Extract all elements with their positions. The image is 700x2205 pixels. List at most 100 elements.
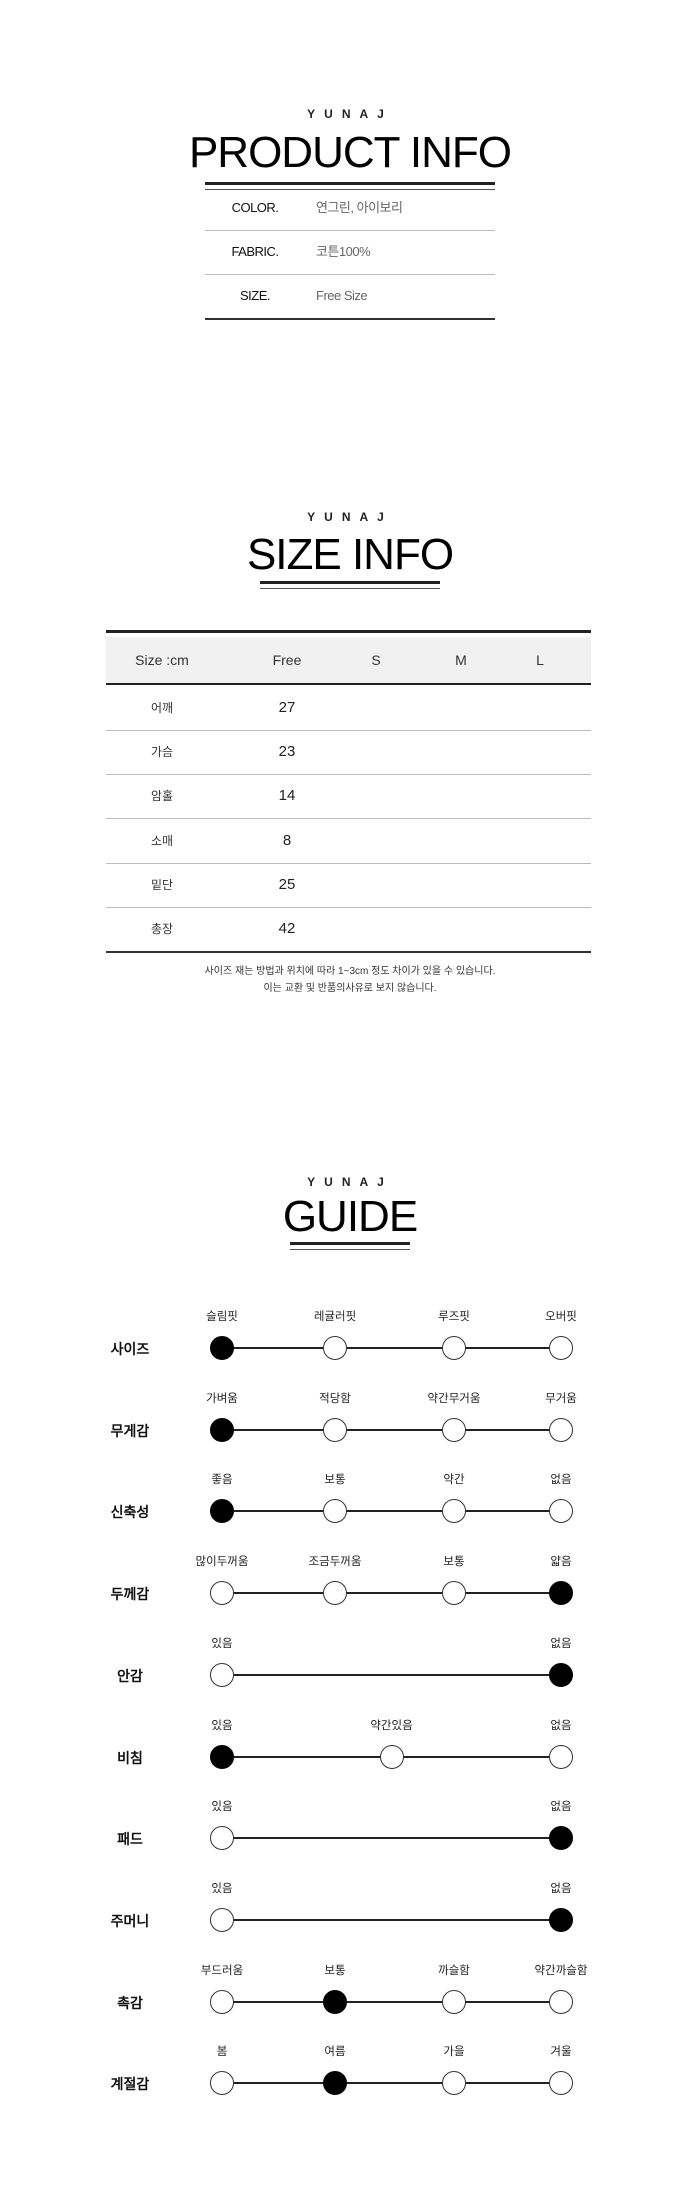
- header-free: Free: [272, 652, 302, 668]
- measurement-value: 42: [278, 920, 296, 937]
- guide-dot-selected: [323, 1989, 347, 2014]
- guide-row-label: 촉감: [117, 1994, 143, 2011]
- guide-option-label: 까슬함: [438, 1964, 470, 1977]
- guide-option-label: 봄: [216, 2046, 228, 2059]
- guide-dot: [210, 1907, 234, 1932]
- size-table-row: 소매 8: [106, 819, 591, 864]
- guide-scale-line: [222, 1510, 561, 1513]
- row-value: 코튼100%: [316, 244, 371, 259]
- guide-dot: [323, 1499, 347, 1524]
- measurement-label: 소매: [150, 833, 174, 848]
- guide-option-label: 부드러움: [200, 1964, 244, 1977]
- guide-dot-selected: [210, 1336, 234, 1360]
- guide-option-label: 보통: [324, 1964, 346, 1977]
- guide-dot: [210, 1662, 234, 1687]
- guide-row-label: 신축성: [110, 1504, 150, 1521]
- guide-option-label: 많이두꺼움: [195, 1556, 249, 1569]
- product-info-row-fabric: FABRIC. 코튼100%: [205, 230, 495, 275]
- guide-option-label: 적당함: [319, 1392, 351, 1405]
- size-table-header: Size :cm Free S M L: [106, 637, 591, 685]
- guide-dot: [549, 2071, 573, 2096]
- title-divider: [205, 182, 495, 185]
- guide-dot: [442, 1581, 466, 1606]
- guide-option-label: 약간있음: [370, 1719, 413, 1732]
- measurement-label: 가슴: [150, 745, 174, 760]
- guide-dot-selected: [549, 1826, 573, 1851]
- guide-option-label: 보통: [324, 1474, 346, 1487]
- guide-option-label: 좋음: [211, 1474, 233, 1487]
- table-top-border: [106, 630, 591, 633]
- guide-dot: [549, 1499, 573, 1524]
- size-table-row: 가슴 23: [106, 730, 591, 776]
- measurement-label: 밑단: [150, 877, 174, 892]
- guide-dot-selected: [210, 1744, 234, 1769]
- guide-dot: [442, 1989, 466, 2014]
- header-s: S: [371, 652, 381, 668]
- title-divider: [260, 581, 440, 584]
- row-value: Free Size: [316, 288, 368, 303]
- guide-row-label: 비침: [117, 1749, 143, 1766]
- guide-option-label: 무거움: [545, 1392, 577, 1405]
- guide-dot: [549, 1417, 573, 1442]
- guide-option-label: 없음: [550, 1719, 572, 1732]
- guide-option-label: 있음: [211, 1719, 233, 1732]
- title-divider: [260, 588, 440, 589]
- measurement-value: 23: [278, 743, 296, 761]
- product-info-title: PRODUCT INFO: [188, 128, 512, 177]
- measurement-value: 14: [278, 787, 296, 805]
- header-l: L: [536, 652, 544, 668]
- title-divider: [290, 1249, 410, 1250]
- brand-label: YUNAJ: [307, 510, 393, 524]
- row-label: FABRIC.: [231, 244, 279, 259]
- guide-option-label: 가벼움: [206, 1392, 238, 1405]
- guide-dot: [442, 1336, 466, 1360]
- guide-option-label: 조금두꺼움: [308, 1556, 362, 1569]
- guide-option-label: 오버핏: [545, 1311, 577, 1323]
- brand-label: YUNAJ: [307, 1175, 393, 1189]
- guide-option-label: 루즈핏: [438, 1311, 470, 1323]
- guide-scale-line: [222, 1837, 561, 1840]
- guide-option-label: 없음: [550, 1474, 572, 1487]
- guide-dot-selected: [549, 1907, 573, 1932]
- guide-option-label: 없음: [550, 1801, 572, 1814]
- size-note-line-2: 이는 교환 및 반품의사유로 보지 않습니다.: [263, 983, 437, 994]
- guide-dot-selected: [323, 2071, 347, 2096]
- guide-dot: [210, 1581, 234, 1606]
- size-table-row: 총장 42: [106, 907, 591, 953]
- guide-option-label: 슬림핏: [206, 1311, 238, 1323]
- guide-scale-line: [222, 1673, 561, 1676]
- size-table-row: 밑단 25: [106, 863, 591, 908]
- guide-row-label: 계절감: [110, 2076, 150, 2093]
- guide-dot: [323, 1336, 347, 1360]
- product-info-row-size: SIZE. Free Size: [205, 274, 495, 320]
- guide-row-label: 주머니: [110, 1912, 150, 1929]
- guide-dot-selected: [549, 1581, 573, 1606]
- guide-option-label: 약간: [443, 1474, 465, 1487]
- guide-row-label: 무게감: [110, 1422, 150, 1439]
- guide-option-label: 겨울: [550, 2046, 572, 2059]
- guide-row-label: 사이즈: [110, 1341, 150, 1357]
- size-info-title: SIZE INFO: [246, 530, 454, 579]
- guide-option-label: 없음: [550, 1882, 572, 1895]
- guide-dot: [379, 1744, 404, 1769]
- brand-label: YUNAJ: [307, 107, 393, 121]
- size-note-line-1: 사이즈 재는 방법과 위치에 따라 1~3cm 정도 차이가 있을 수 있습니다…: [204, 966, 496, 977]
- guide-scale-line: [222, 1918, 561, 1921]
- guide-option-label: 여름: [324, 2046, 346, 2059]
- guide-row-label: 안감: [117, 1667, 143, 1684]
- guide-dot: [210, 1826, 234, 1851]
- guide-dot: [549, 1989, 573, 2014]
- guide-dot: [210, 1989, 234, 2014]
- guide-dot: [323, 1417, 347, 1442]
- guide-option-label: 약간무거움: [427, 1392, 481, 1405]
- guide-option-label: 약간까슬함: [534, 1964, 588, 1977]
- guide-scale-line: [222, 2082, 561, 2085]
- row-label: COLOR.: [231, 200, 279, 215]
- measurement-label: 암홀: [150, 789, 174, 804]
- guide-dot: [549, 1336, 573, 1360]
- size-table-row: 암홀 14: [106, 774, 591, 820]
- guide-option-label: 있음: [211, 1801, 233, 1814]
- guide-dot: [442, 1417, 466, 1442]
- size-table-row: 어깨 27: [106, 686, 591, 731]
- guide-dot: [323, 1581, 347, 1606]
